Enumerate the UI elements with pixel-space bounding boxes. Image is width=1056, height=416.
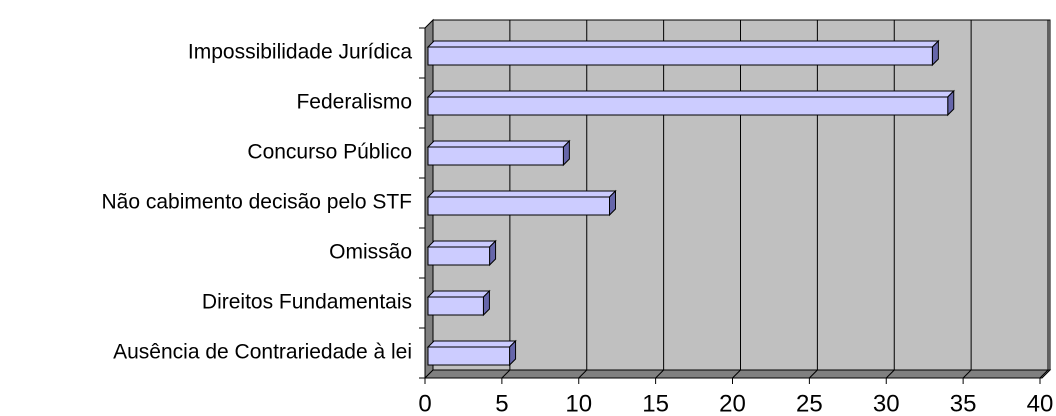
- bar-front: [427, 46, 933, 66]
- grid-line: [578, 20, 588, 379]
- x-tick-label: 40: [1027, 390, 1054, 416]
- x-tick-label: 0: [418, 390, 431, 416]
- x-tick-label: 30: [873, 390, 900, 416]
- bar: [426, 39, 940, 67]
- bar-front: [427, 146, 564, 166]
- bar-top: [426, 240, 497, 248]
- x-tick-label: 15: [642, 390, 669, 416]
- grid-line: [809, 20, 818, 379]
- grid-line: [885, 20, 895, 379]
- bar-top: [426, 340, 517, 348]
- grid-line: [962, 20, 972, 379]
- bar: [426, 289, 491, 317]
- grid-line: [501, 20, 511, 379]
- bars: [426, 39, 955, 367]
- x-tick-label: 5: [495, 390, 508, 416]
- x-tick-label: 10: [565, 390, 592, 416]
- bar: [426, 189, 617, 217]
- y-tick-label: Federalismo: [296, 91, 412, 114]
- y-tick-label: Direitos Fundamentais: [202, 291, 412, 314]
- bar-top: [426, 190, 617, 198]
- bar-front: [427, 196, 610, 216]
- bar-top: [426, 140, 571, 148]
- bar-top: [426, 90, 955, 98]
- bar-front: [427, 246, 491, 266]
- y-tick-label: Ausência de Contrariedade à lei: [113, 341, 412, 364]
- floor: [423, 369, 1052, 379]
- bar-front: [427, 96, 949, 116]
- bar: [426, 339, 517, 367]
- x-tick-label: 20: [719, 390, 746, 416]
- y-tick-label: Concurso Público: [247, 141, 412, 164]
- y-tick-label: Omissão: [329, 241, 412, 264]
- x-tick-label: 35: [950, 390, 977, 416]
- bar: [426, 89, 955, 117]
- grid: [501, 20, 1049, 379]
- bar: [426, 139, 571, 167]
- bar: [426, 239, 497, 267]
- bar-front: [427, 296, 484, 316]
- grid-line: [732, 20, 741, 379]
- y-tick-label: Não cabimento decisão pelo STF: [102, 191, 413, 214]
- bar-top: [426, 290, 491, 298]
- bar-front: [427, 346, 511, 366]
- y-tick-label: Impossibilidade Jurídica: [188, 41, 412, 64]
- bar-top: [426, 40, 940, 48]
- grid-line: [655, 20, 665, 379]
- grid-line: [1039, 20, 1049, 379]
- x-tick-label: 25: [796, 390, 823, 416]
